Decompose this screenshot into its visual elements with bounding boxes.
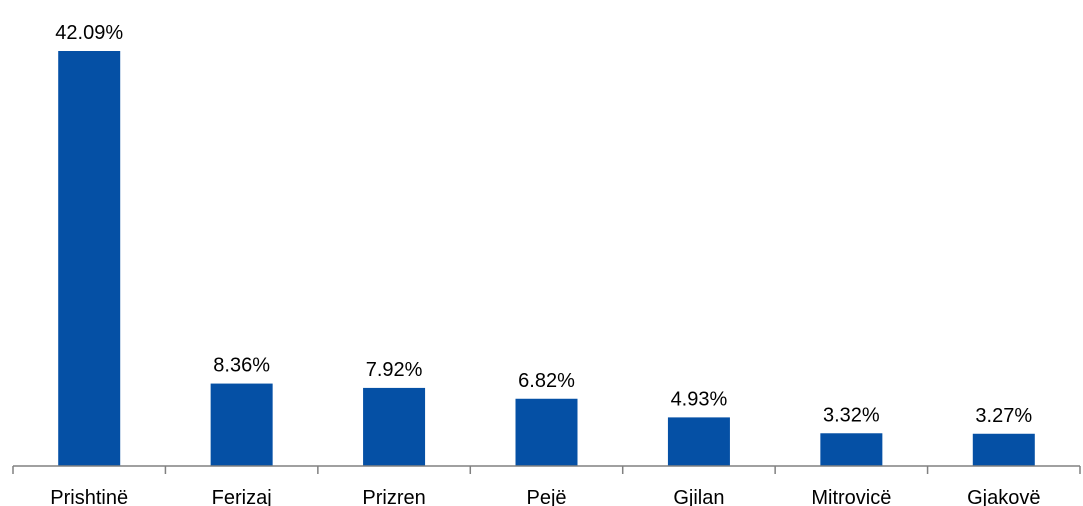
- x-tick-label-6: Gjakovë: [967, 487, 1040, 506]
- x-tick-label-3: Pejë: [526, 487, 566, 506]
- data-label-1: 8.36%: [213, 355, 270, 377]
- data-label-4: 4.93%: [671, 388, 728, 410]
- x-axis: Prishtinë Ferizaj Prizren Pejë Gjilan Mitrovi…: [13, 466, 1080, 506]
- data-label-6: 3.27%: [975, 405, 1032, 427]
- bars-layer: [58, 51, 1035, 466]
- data-labels-layer: 42.09% 8.36% 7.92% 6.82% 4.93% 3.32% 3.27%: [55, 22, 1032, 427]
- bar-6: [973, 434, 1035, 466]
- bar-3: [516, 399, 578, 466]
- bar-0: [58, 51, 120, 466]
- bar-5: [820, 433, 882, 466]
- bar-1: [211, 384, 273, 466]
- x-tick-label-0: Prishtinë: [50, 487, 128, 506]
- data-label-3: 6.82%: [518, 370, 575, 392]
- data-label-5: 3.32%: [823, 404, 880, 426]
- x-tick-label-2: Prizren: [362, 487, 425, 506]
- x-tick-label-5: Mitrovicë: [811, 487, 891, 506]
- data-label-2: 7.92%: [366, 359, 423, 381]
- data-label-0: 42.09%: [55, 22, 123, 44]
- x-tick-label-4: Gjilan: [673, 487, 724, 506]
- x-tick-label-1: Ferizaj: [212, 487, 272, 506]
- bar-2: [363, 388, 425, 466]
- bar-4: [668, 417, 730, 466]
